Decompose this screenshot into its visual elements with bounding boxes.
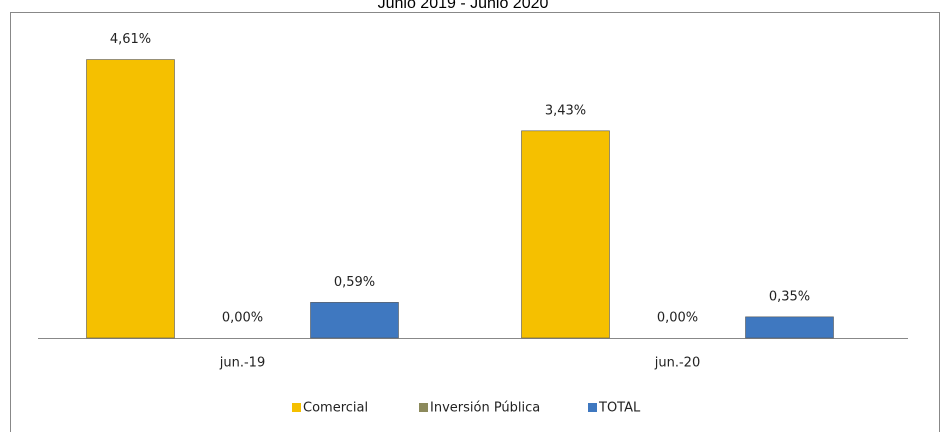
chart-title: Junio 2019 - Junio 2020 xyxy=(378,0,549,12)
x-tick-label: jun.-20 xyxy=(654,356,700,371)
value-label: 4,61% xyxy=(110,32,151,47)
legend-swatch xyxy=(419,403,428,412)
legend-swatch xyxy=(292,403,301,412)
value-label: 0,59% xyxy=(334,275,375,290)
bar xyxy=(310,302,399,339)
chart-border xyxy=(10,12,940,432)
value-label: 0,00% xyxy=(222,311,263,326)
value-label: 0,35% xyxy=(769,289,810,304)
bar xyxy=(86,59,175,339)
legend-label: Comercial xyxy=(303,401,368,416)
value-label: 3,43% xyxy=(545,103,586,118)
bar xyxy=(521,130,610,339)
x-tick-label: jun.-19 xyxy=(219,356,265,371)
legend-label: Inversión Pública xyxy=(430,401,540,416)
legend-label: TOTAL xyxy=(598,401,641,416)
bar xyxy=(745,316,834,339)
value-label: 0,00% xyxy=(657,311,698,326)
legend-swatch xyxy=(588,403,597,412)
